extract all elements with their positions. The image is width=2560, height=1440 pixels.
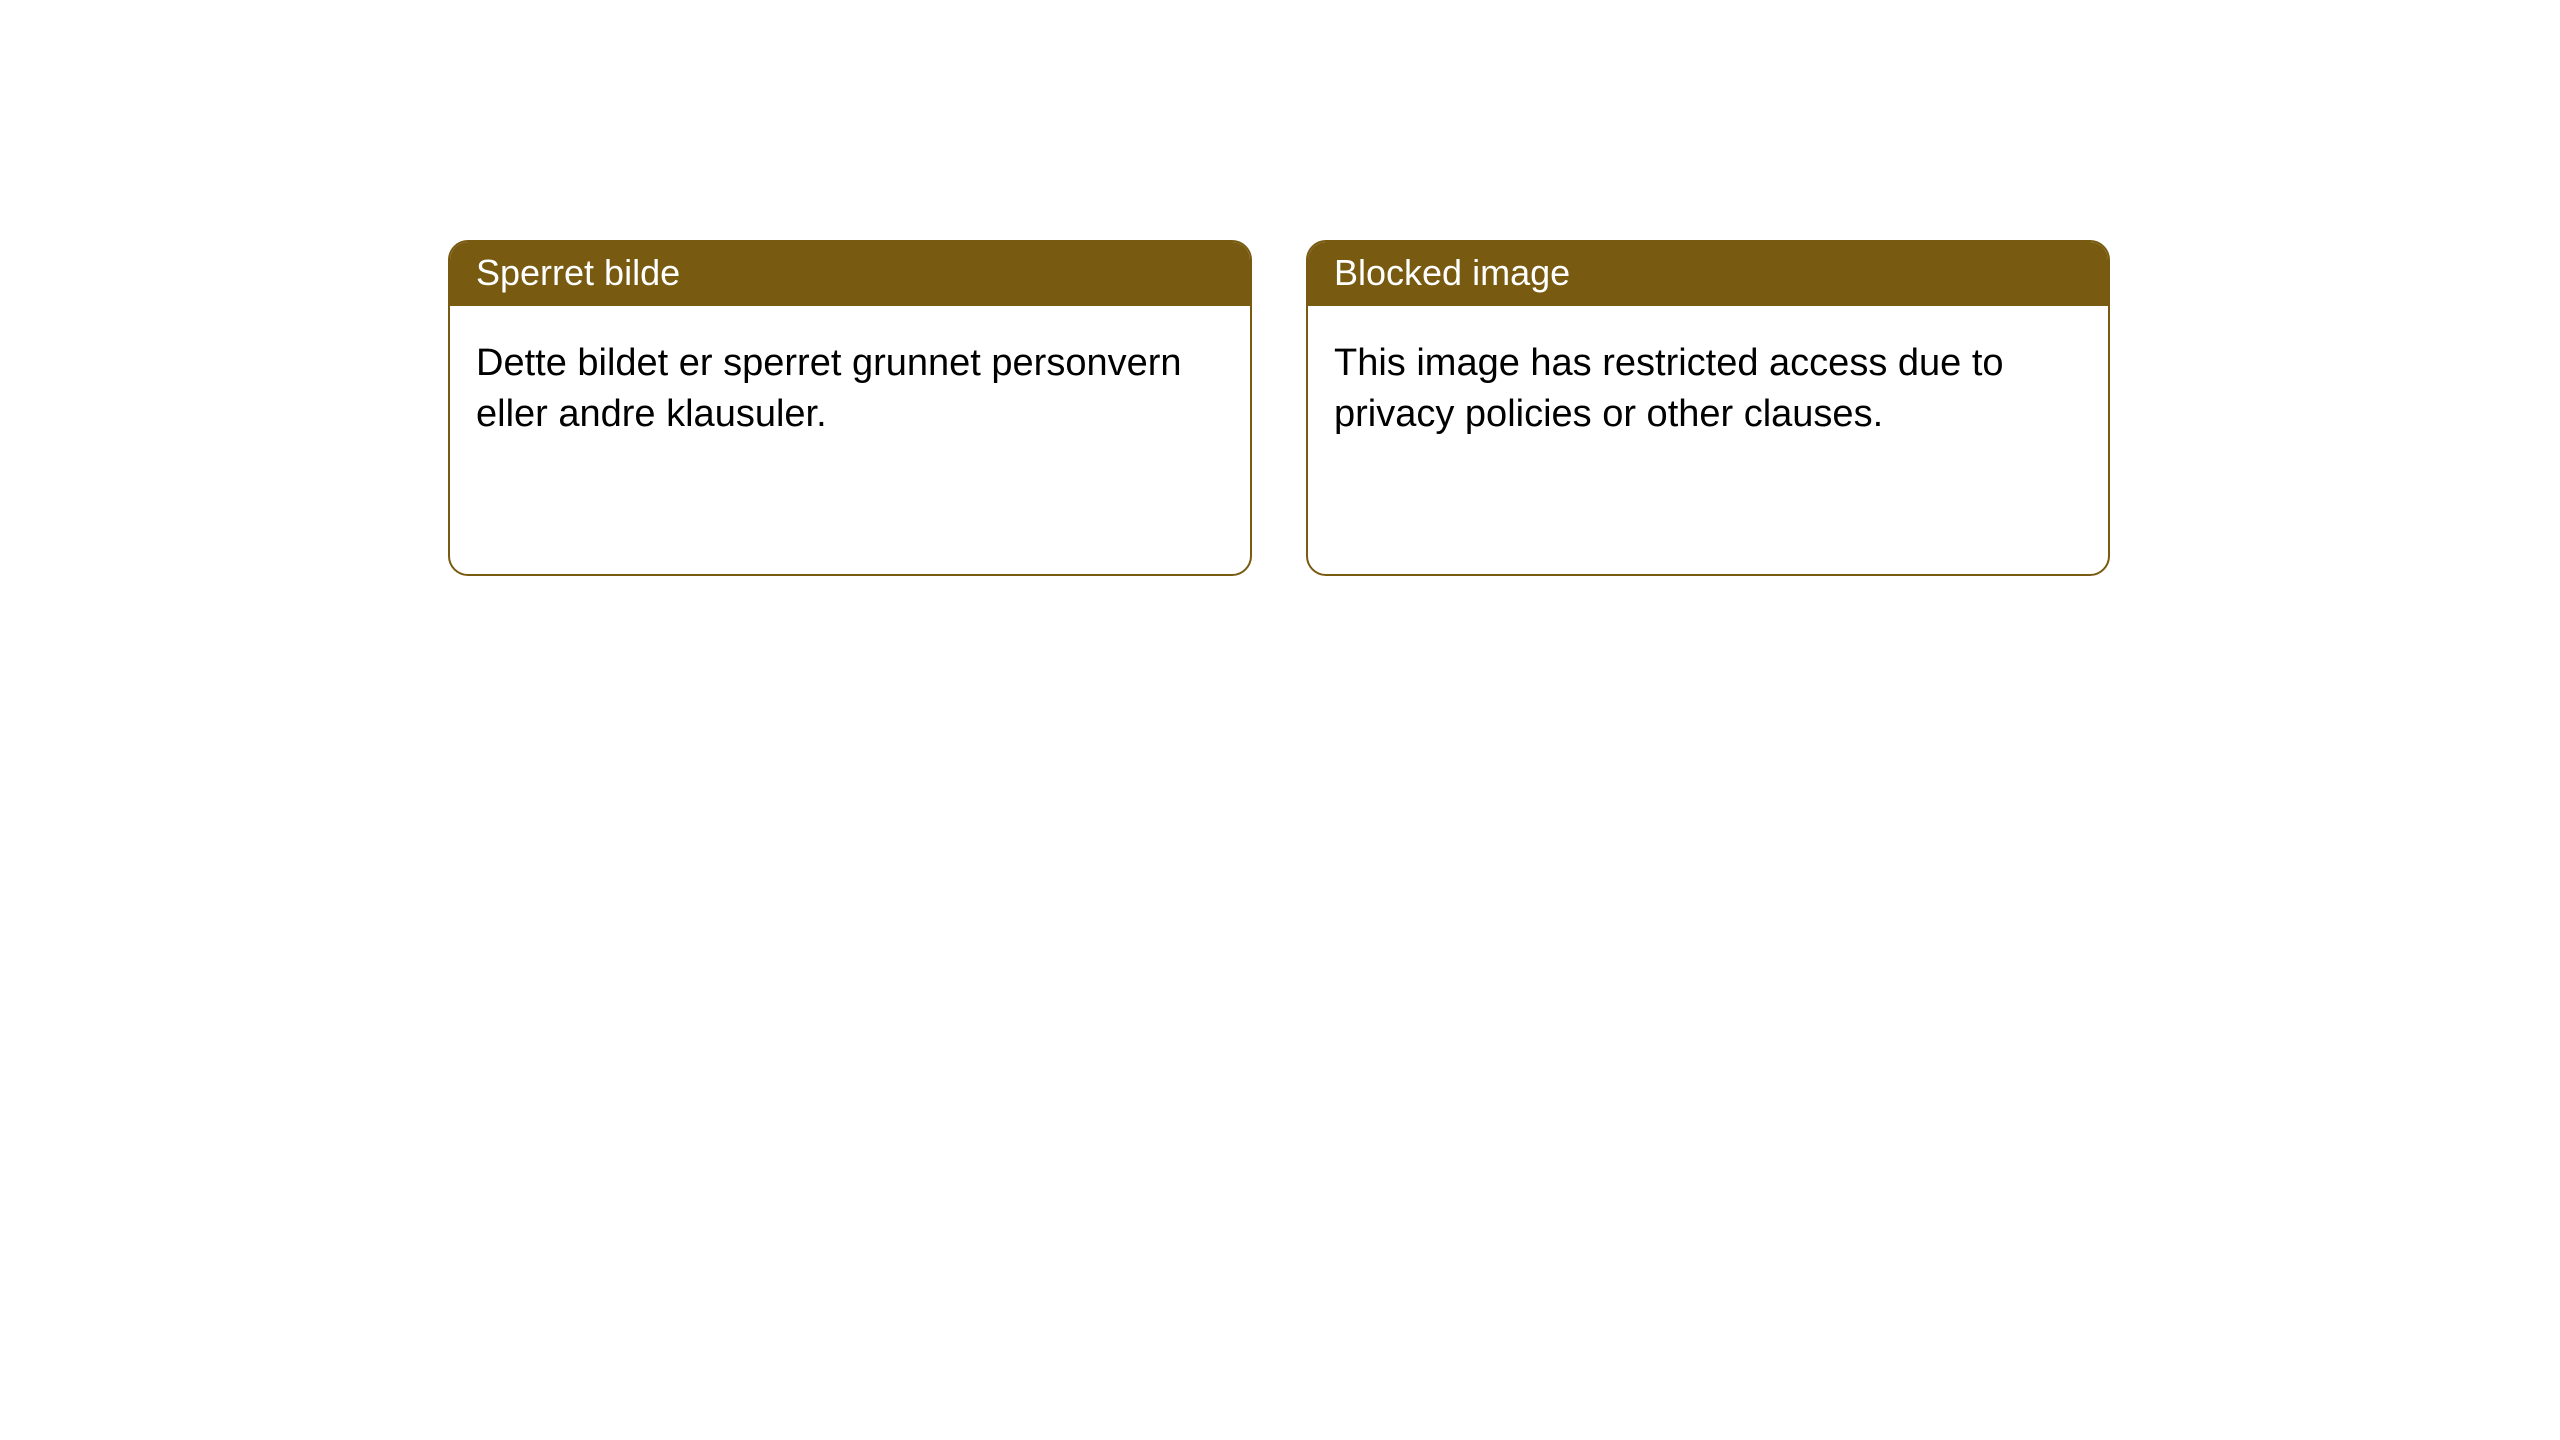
card-header-no: Sperret bilde [450,242,1250,306]
notice-cards-container: Sperret bilde Dette bildet er sperret gr… [0,0,2560,576]
card-body-no: Dette bildet er sperret grunnet personve… [450,306,1250,473]
card-body-en: This image has restricted access due to … [1308,306,2108,473]
blocked-image-card-no: Sperret bilde Dette bildet er sperret gr… [448,240,1252,576]
blocked-image-card-en: Blocked image This image has restricted … [1306,240,2110,576]
card-header-en: Blocked image [1308,242,2108,306]
